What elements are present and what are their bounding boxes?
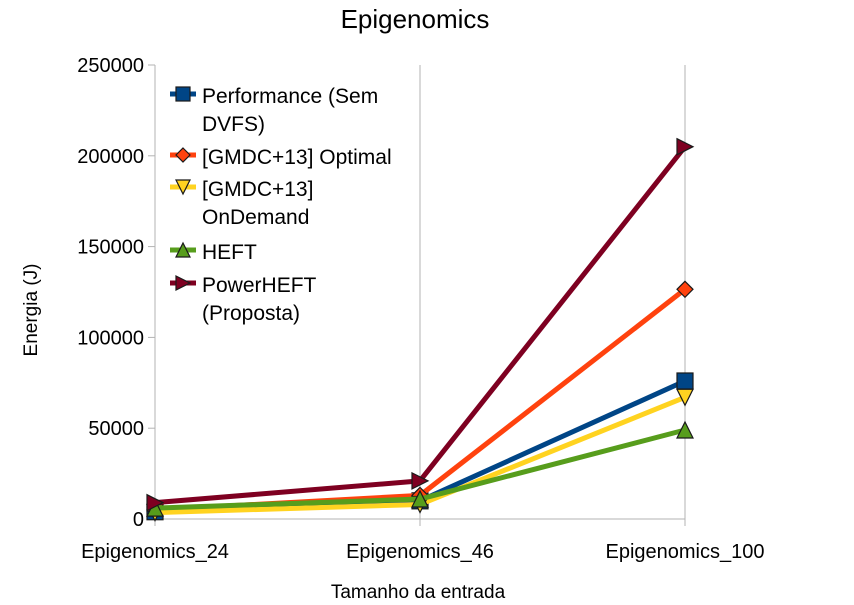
x-axis-label: Tamanho da entrada bbox=[331, 582, 506, 603]
legend-label: PowerHEFT bbox=[202, 274, 317, 297]
legend-item-4: HEFT bbox=[170, 241, 257, 264]
data-point bbox=[676, 388, 694, 407]
legend-label: DVFS) bbox=[202, 113, 265, 136]
series-lines bbox=[146, 137, 695, 522]
y-tick-label: 250000 bbox=[77, 55, 144, 77]
legend-marker bbox=[175, 86, 191, 102]
legend-item-5: PowerHEFT (Proposta) bbox=[170, 274, 317, 325]
legend-marker bbox=[175, 147, 191, 163]
legend-item-3: [GMDC+13] OnDemand bbox=[170, 178, 313, 229]
data-point bbox=[676, 280, 694, 299]
data-point bbox=[676, 372, 694, 390]
legend-label: HEFT bbox=[202, 241, 257, 264]
y-tick-label: 100000 bbox=[77, 327, 144, 349]
x-tick-label: Epigenomics_24 bbox=[81, 541, 229, 563]
series-5 bbox=[146, 137, 695, 512]
series-4 bbox=[146, 420, 694, 517]
data-point bbox=[411, 471, 430, 490]
legend-item-2: [GMDC+13] Optimal bbox=[170, 146, 392, 169]
legend-marker bbox=[175, 275, 192, 291]
y-tick-label: 50000 bbox=[88, 418, 144, 440]
x-tick-label: Epigenomics_46 bbox=[346, 541, 494, 563]
x-tick-label: Epigenomics_100 bbox=[606, 541, 765, 563]
data-point bbox=[676, 137, 695, 156]
y-axis-label: Energia (J) bbox=[21, 264, 42, 357]
data-point bbox=[146, 493, 165, 512]
y-tick-label: 200000 bbox=[77, 146, 144, 168]
legend-label: OnDemand bbox=[202, 206, 309, 229]
legend-marker bbox=[175, 241, 191, 258]
legend-item-1: Performance (Sem DVFS) bbox=[170, 85, 378, 136]
x-tick-labels: Epigenomics_24 Epigenomics_46 Epigenomics_… bbox=[81, 541, 764, 563]
chart-title: Epigenomics bbox=[341, 4, 490, 34]
legend-label: [GMDC+13] bbox=[202, 178, 313, 201]
legend-label: Performance (Sem bbox=[202, 85, 378, 108]
legend-label: (Proposta) bbox=[202, 302, 300, 325]
y-tick-label: 0 bbox=[133, 509, 144, 531]
legend-marker bbox=[175, 179, 191, 196]
y-tick-label: 150000 bbox=[77, 237, 144, 259]
legend-label: [GMDC+13] Optimal bbox=[202, 146, 392, 169]
y-tick-labels: 0 50000 100000 150000 200000 250000 bbox=[77, 55, 144, 531]
data-point bbox=[676, 420, 694, 439]
data-point bbox=[411, 489, 429, 508]
legend: Performance (Sem DVFS) [GMDC+13] Optimal [G… bbox=[170, 85, 392, 325]
